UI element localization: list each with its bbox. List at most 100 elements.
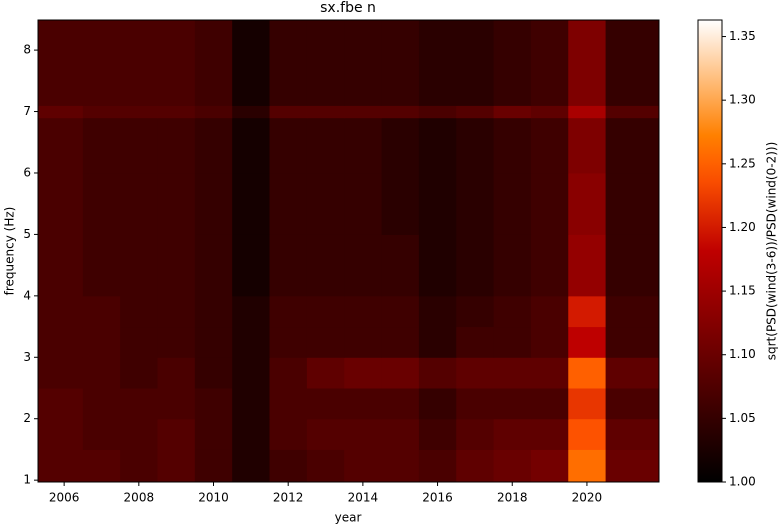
heat-cell <box>306 117 345 174</box>
heat-cell <box>344 388 383 420</box>
heat-cell <box>120 20 158 106</box>
heat-cell <box>120 418 158 450</box>
heat-cell <box>269 172 308 235</box>
colorbar-tick-label: 1.00 <box>729 475 756 489</box>
heat-cell <box>344 172 383 235</box>
heat-cell <box>38 172 84 235</box>
heat-cell <box>38 449 84 483</box>
heat-cell <box>269 295 308 328</box>
heat-cell <box>381 105 420 119</box>
heat-cell <box>306 449 345 483</box>
y-tick-label: 5 <box>23 227 31 241</box>
heat-cell <box>269 20 308 106</box>
heat-cell <box>418 295 457 328</box>
heat-cell <box>269 449 308 483</box>
heat-cell <box>194 357 233 389</box>
heat-cell <box>82 234 121 297</box>
heat-cell <box>38 418 84 450</box>
heat-cell <box>232 418 271 450</box>
heat-cell <box>493 326 532 358</box>
heat-cell <box>456 449 495 483</box>
heat-cell <box>269 357 308 389</box>
heat-cell <box>82 117 121 174</box>
heat-cell <box>269 326 308 358</box>
heat-cell <box>157 20 196 106</box>
heat-cell <box>605 20 660 106</box>
heat-cell <box>157 117 196 174</box>
heat-cell <box>82 105 121 119</box>
heat-cell <box>605 418 660 450</box>
x-tick-label: 2018 <box>497 491 528 505</box>
x-tick-label: 2014 <box>348 491 379 505</box>
heat-cell <box>232 326 271 358</box>
y-tick-label: 4 <box>23 288 31 302</box>
heat-cell <box>418 326 457 358</box>
heat-cell <box>38 388 84 420</box>
heat-cell <box>418 20 457 106</box>
heat-cell <box>344 20 383 106</box>
x-tick-label: 2010 <box>198 491 229 505</box>
heat-cell <box>344 234 383 297</box>
heat-cell <box>530 418 569 450</box>
heat-cell <box>456 388 495 420</box>
heat-cell <box>306 418 345 450</box>
heat-cell <box>605 172 660 235</box>
heat-cell <box>157 105 196 119</box>
heat-cell <box>269 234 308 297</box>
heat-cell <box>232 172 271 235</box>
heat-cell <box>530 20 569 106</box>
heat-cell <box>381 418 420 450</box>
colorbar-tick-label: 1.30 <box>729 93 756 107</box>
heat-cell <box>381 234 420 297</box>
y-tick-label: 7 <box>23 104 31 118</box>
heat-cell <box>493 295 532 328</box>
heat-cell <box>120 295 158 328</box>
heat-cell <box>568 418 607 450</box>
heat-cell <box>456 172 495 235</box>
heat-cell <box>605 449 660 483</box>
heat-cell <box>381 172 420 235</box>
x-axis-label: year <box>335 511 362 525</box>
heat-cell <box>232 388 271 420</box>
heat-cell <box>157 449 196 483</box>
heat-cell <box>344 105 383 119</box>
heat-cell <box>530 117 569 174</box>
heat-cell <box>493 105 532 119</box>
heat-cell <box>232 105 271 119</box>
heat-cell <box>493 357 532 389</box>
heat-cell <box>530 357 569 389</box>
x-tick-label: 2006 <box>49 491 80 505</box>
heat-cell <box>82 388 121 420</box>
heat-cell <box>568 449 607 483</box>
heat-cell <box>418 117 457 174</box>
heat-cell <box>306 172 345 235</box>
heat-cell <box>530 105 569 119</box>
heat-cell <box>493 234 532 297</box>
heat-cell <box>269 388 308 420</box>
heat-cell <box>605 295 660 328</box>
heat-cell <box>82 295 121 328</box>
colorbar-tick-label: 1.20 <box>729 220 756 234</box>
y-tick-label: 8 <box>23 43 31 57</box>
heat-cell <box>381 20 420 106</box>
heat-cell <box>344 418 383 450</box>
heat-cell <box>194 388 233 420</box>
heat-cell <box>194 234 233 297</box>
heat-cell <box>493 117 532 174</box>
heat-cell <box>493 449 532 483</box>
heat-cell <box>157 172 196 235</box>
heat-cell <box>568 388 607 420</box>
heat-cell <box>120 449 158 483</box>
plot-frame <box>37 19 660 483</box>
heat-cell <box>82 326 121 358</box>
heat-cell <box>120 388 158 420</box>
heat-cell <box>530 388 569 420</box>
heat-cell <box>493 388 532 420</box>
heat-cell <box>418 105 457 119</box>
heat-cell <box>194 326 233 358</box>
heat-cell <box>418 172 457 235</box>
heat-cell <box>82 449 121 483</box>
heat-cell <box>157 326 196 358</box>
heat-cell <box>306 234 345 297</box>
